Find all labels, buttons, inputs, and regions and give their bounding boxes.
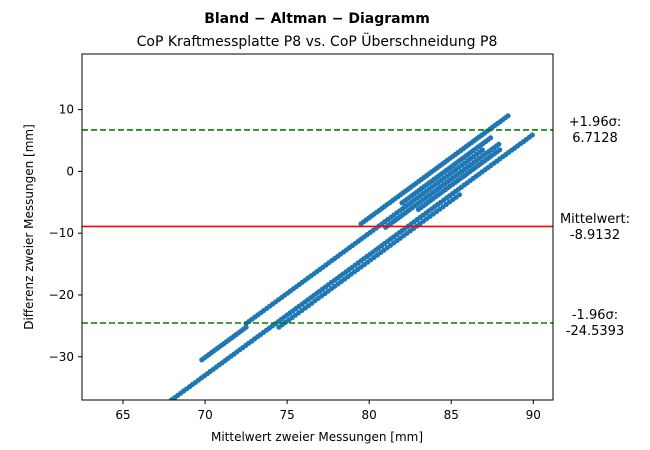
data-point bbox=[456, 192, 463, 198]
chart-subtitle: CoP Kraftmessplatte P8 vs. CoP Überschne… bbox=[137, 32, 498, 50]
x-tick-label: 80 bbox=[362, 408, 377, 422]
data-point bbox=[479, 147, 485, 153]
mean-label-top: Mittelwert: bbox=[560, 212, 630, 227]
x-tick-label: 85 bbox=[444, 408, 459, 422]
y-tick-label: 0 bbox=[66, 164, 74, 178]
mean-label-value: -8.9132 bbox=[570, 228, 620, 243]
upper-limit-label-top: +1.96σ: bbox=[569, 115, 621, 130]
y-tick-label: 10 bbox=[59, 103, 74, 117]
x-tick-label: 90 bbox=[526, 408, 541, 422]
y-tick-label: −30 bbox=[49, 350, 74, 364]
data-point bbox=[243, 324, 249, 330]
data-point bbox=[497, 147, 503, 153]
y-tick-label: −10 bbox=[49, 226, 74, 240]
data-point bbox=[488, 135, 494, 141]
lower-limit-label-top: -1.96σ: bbox=[572, 308, 618, 323]
data-points bbox=[167, 113, 535, 400]
y-tick-label: −20 bbox=[49, 288, 74, 302]
lower-limit-label-value: -24.5393 bbox=[566, 324, 624, 339]
upper-limit-label-value: 6.7128 bbox=[572, 131, 618, 146]
x-axis: 65 70 75 80 85 90 bbox=[115, 400, 541, 422]
plot-frame bbox=[81, 53, 554, 401]
data-point bbox=[505, 113, 511, 119]
x-tick-label: 65 bbox=[115, 408, 130, 422]
plot-area bbox=[82, 113, 553, 400]
y-axis-label: Differenz zweier Messungen [mm] bbox=[22, 124, 36, 330]
x-tick-label: 75 bbox=[279, 408, 294, 422]
x-tick-label: 70 bbox=[197, 408, 212, 422]
chart-title: Bland − Altman − Diagramm bbox=[204, 11, 430, 27]
y-axis: −30 −20 −10 0 10 bbox=[49, 103, 82, 364]
x-axis-label: Mittelwert zweier Messungen [mm] bbox=[211, 430, 423, 444]
data-point bbox=[496, 141, 502, 147]
data-point bbox=[529, 132, 535, 138]
